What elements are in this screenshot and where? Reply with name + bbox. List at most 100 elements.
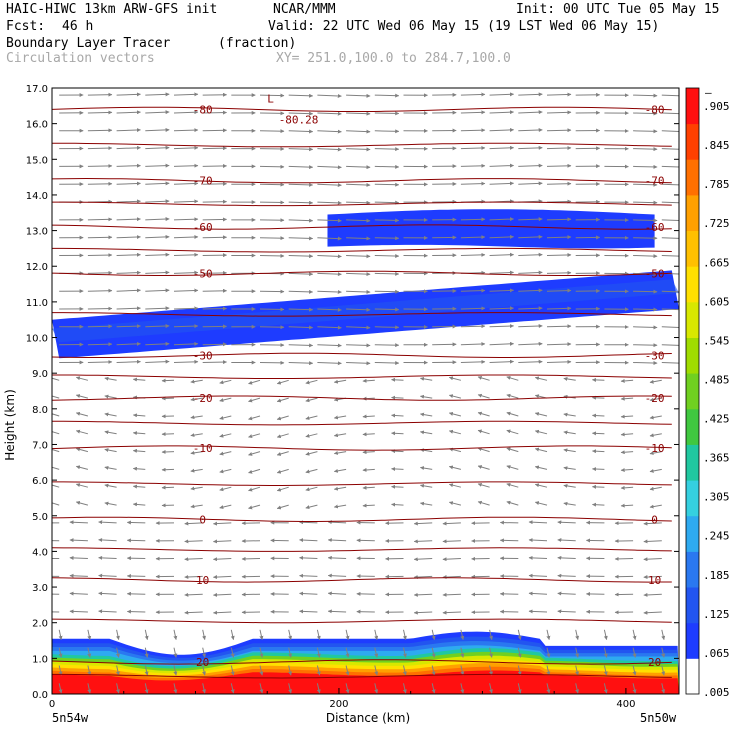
y-tick-label: 10.0 xyxy=(26,334,48,345)
vector-arrow xyxy=(448,429,462,435)
vector-arrow xyxy=(259,325,285,330)
vector-arrow xyxy=(477,429,490,435)
model-title: HAIC-HIWC 13km ARW-GFS init xyxy=(6,2,218,17)
temperature-contours: -80 -80 -70 -70 -60 -60 -50 -50 -30 -30 -20 -20 -10 -… xyxy=(52,103,672,679)
colorbar-label: .185 xyxy=(703,569,730,582)
vector-arrow xyxy=(603,683,608,694)
vector-arrow xyxy=(276,433,289,439)
vector-arrow xyxy=(288,182,314,187)
plot-frame xyxy=(51,87,680,695)
vector-arrow xyxy=(305,486,318,492)
contour-label: 20 xyxy=(196,656,209,669)
circulation-vectors xyxy=(52,92,679,694)
temperature-contour xyxy=(52,142,672,148)
vector-arrow xyxy=(219,379,232,385)
vector-arrow xyxy=(299,573,318,578)
colorbar-swatch xyxy=(686,337,699,374)
vector-arrow xyxy=(288,325,314,330)
vector-arrow xyxy=(75,500,89,506)
vector-arrow xyxy=(202,110,227,115)
vector-arrow xyxy=(374,200,400,205)
vector-arrow xyxy=(248,397,261,403)
vector-arrow xyxy=(633,147,658,152)
vector-arrow xyxy=(248,468,261,474)
temperature-contour xyxy=(52,224,672,230)
vector-arrow xyxy=(345,629,350,640)
vector-arrow xyxy=(333,415,347,420)
vector-arrow xyxy=(213,575,232,580)
vector-arrow xyxy=(288,236,314,241)
vector-arrow xyxy=(661,344,679,346)
temperature-contour xyxy=(52,659,672,665)
vector-arrow xyxy=(144,647,149,658)
vector-arrow xyxy=(518,128,543,133)
vector-arrow xyxy=(184,557,203,562)
y-tick-label: 1.0 xyxy=(32,654,48,665)
vector-arrow xyxy=(477,393,490,399)
vector-arrow xyxy=(518,92,543,97)
annotation-text: -80.28 xyxy=(279,114,319,127)
vector-arrow xyxy=(241,556,261,561)
vector-arrow xyxy=(317,361,342,366)
vector-arrow xyxy=(276,468,289,474)
colorbar-label: .545 xyxy=(703,334,730,347)
vector-arrow xyxy=(299,555,318,560)
vector-arrow xyxy=(460,217,486,222)
vector-arrow xyxy=(420,412,433,417)
vector-arrow xyxy=(219,468,232,474)
contour-label: -50 xyxy=(193,267,213,280)
vector-arrow xyxy=(391,449,404,454)
vector-arrow xyxy=(614,556,634,561)
vector-arrow xyxy=(104,430,117,435)
temperature-contour xyxy=(52,673,672,679)
vector-arrow xyxy=(592,377,605,382)
fcst-value: 46 h xyxy=(62,19,94,34)
colorbar-swatch xyxy=(686,587,699,624)
vector-arrow xyxy=(305,415,318,420)
vector-arrow xyxy=(276,379,289,385)
colorbar-label: .245 xyxy=(703,530,730,543)
vector-arrow xyxy=(489,217,514,222)
vector-arrow xyxy=(643,557,662,562)
vector-arrow xyxy=(248,451,261,456)
vector-arrow xyxy=(259,164,285,169)
vector-arrow xyxy=(534,376,548,381)
vector-arrow xyxy=(374,93,400,98)
vector-arrow xyxy=(288,129,314,134)
plot-area: -80 -80 -70 -70 -60 -60 -50 -50 -30 -30 -20 -20 -10 -… xyxy=(52,88,679,694)
vector-arrow xyxy=(518,288,543,293)
temperature-contour xyxy=(52,270,672,276)
right-location: 5n50w xyxy=(640,711,677,725)
vector-arrow xyxy=(190,468,203,473)
vector-arrow xyxy=(327,591,347,596)
vector-arrow xyxy=(649,415,662,420)
vector-arrow xyxy=(346,93,371,98)
vector-arrow xyxy=(173,359,199,364)
vector-arrow xyxy=(633,200,658,205)
vector-arrow xyxy=(327,538,347,543)
vector-arrow xyxy=(98,537,117,542)
y-tick-label: 14.0 xyxy=(26,191,48,202)
contour-label: -30 xyxy=(645,349,665,362)
vector-arrow xyxy=(288,647,293,658)
contour-label: 10 xyxy=(196,574,209,587)
y-tick-label: 7.0 xyxy=(32,440,48,451)
vector-arrow xyxy=(116,92,141,97)
vector-arrow xyxy=(477,376,490,381)
vector-arrow xyxy=(75,411,89,417)
vector-arrow xyxy=(633,111,658,116)
vector-arrow xyxy=(116,341,141,346)
vector-arrow xyxy=(333,379,347,384)
vector-arrow xyxy=(173,92,199,97)
vector-arrow xyxy=(460,163,486,168)
colorbar-label: .485 xyxy=(703,374,730,387)
vector-arrow xyxy=(546,342,572,347)
vector-arrow xyxy=(52,466,60,470)
vector-arrow xyxy=(144,665,149,676)
vector-arrow xyxy=(145,306,170,311)
field-name: Boundary Layer Tracer xyxy=(6,36,171,51)
vector-arrow xyxy=(413,521,433,526)
vector-arrow xyxy=(633,236,658,241)
vector-arrow xyxy=(317,93,342,98)
